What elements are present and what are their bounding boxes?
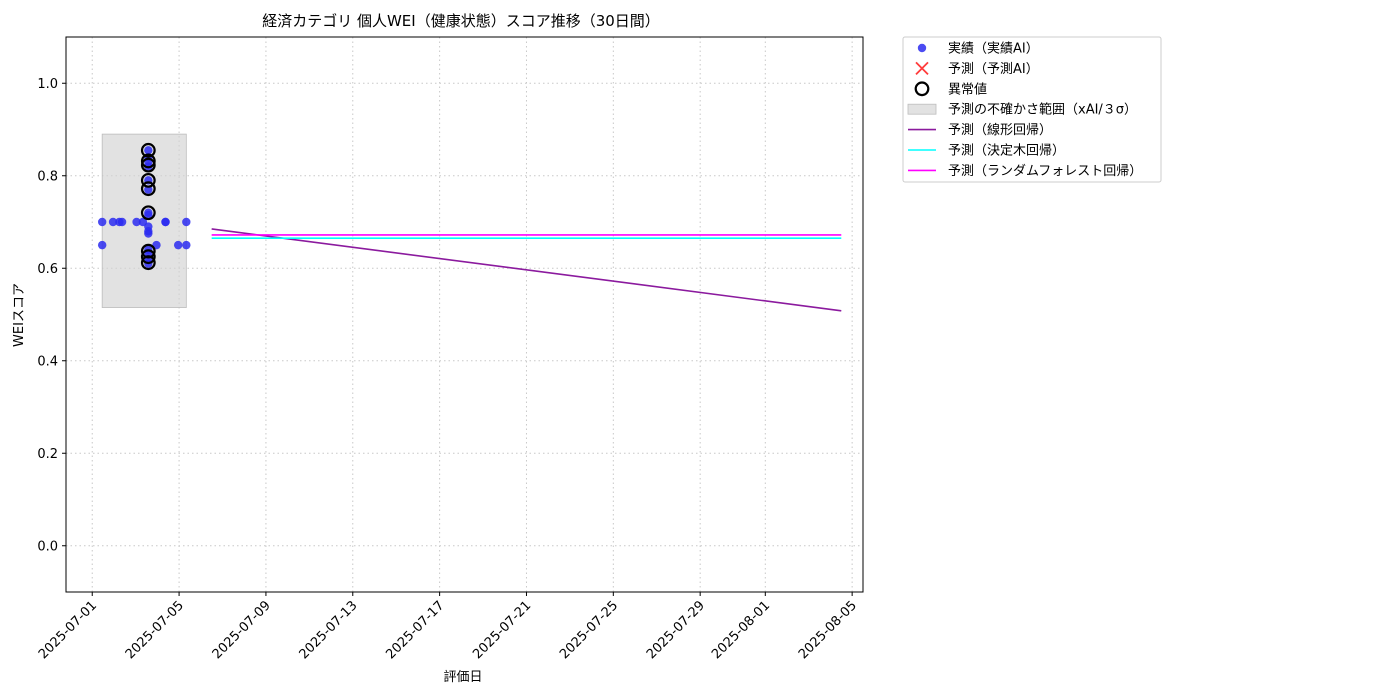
- prediction-lines-layer: [211, 228, 842, 312]
- x-tick-label: 2025-07-09: [210, 598, 274, 662]
- actual-point: [182, 240, 191, 250]
- outlier-marker: [140, 249, 156, 265]
- outlier-marker: [140, 181, 156, 197]
- y-tick-label: 0.6: [37, 262, 58, 277]
- y-tick-label: 1.0: [37, 77, 58, 92]
- y-axis-ticks: 0.0 0.2 0.4 0.6 0.8 1.0: [37, 77, 66, 554]
- chart-title: 経済カテゴリ 個人WEI（健康状態）スコア推移（30日間）: [262, 12, 660, 30]
- y-tick-label: 0.4: [37, 354, 58, 369]
- legend-label: 実績（実績AI）: [948, 41, 1039, 57]
- grid: [66, 37, 863, 592]
- x-tick-label: 2025-07-25: [557, 598, 621, 662]
- outlier-marker: [140, 255, 156, 271]
- outlier-marker: [140, 153, 156, 169]
- legend-swatch-predicted: [915, 61, 929, 76]
- actual-point: [144, 210, 153, 220]
- x-tick-label: 2025-07-29: [644, 598, 708, 662]
- legend-swatch-actual: [917, 43, 927, 53]
- actual-point: [117, 217, 127, 227]
- actual-point: [144, 185, 153, 194]
- actual-point: [97, 240, 107, 250]
- legend-frame: [902, 36, 1162, 183]
- x-axis-label: 評価日: [443, 670, 482, 685]
- actual-point: [97, 217, 107, 227]
- outlier-marker: [140, 172, 156, 188]
- legend-label: 予測の不確かさ範囲（xAI/３σ）: [948, 102, 1137, 118]
- x-tick-label: 2025-08-05: [796, 598, 860, 662]
- x-tick-label: 2025-07-01: [36, 598, 100, 662]
- legend-swatch-band: [907, 103, 937, 115]
- y-axis-label: WEIスコア: [12, 283, 27, 347]
- actual-point: [161, 217, 170, 227]
- actual-point: [182, 217, 191, 227]
- actual-point: [144, 146, 153, 155]
- outlier-marker: [140, 157, 156, 173]
- plot-frame: [65, 36, 864, 593]
- legend-label: 予測（予測AI）: [948, 62, 1039, 77]
- prediction-line: [211, 228, 842, 312]
- x-tick-label: 2025-07-21: [470, 598, 534, 662]
- actual-point: [173, 240, 183, 250]
- outlier-marker: [140, 142, 156, 158]
- y-tick-label: 0.0: [37, 539, 58, 554]
- y-tick-label: 0.2: [37, 447, 58, 462]
- y-tick-label: 0.8: [37, 169, 58, 184]
- x-tick-label: 2025-07-05: [123, 598, 187, 662]
- x-tick-label: 2025-07-13: [297, 598, 361, 662]
- outlier-marker: [140, 205, 156, 221]
- x-axis-ticks: 2025-07-01 2025-07-05 2025-07-09 2025-07-13…: [36, 592, 860, 662]
- x-tick-label: 2025-07-17: [383, 598, 447, 662]
- legend-label: 予測（決定木回帰）: [948, 143, 1065, 159]
- outlier-markers-layer: [140, 142, 156, 271]
- actual-point: [108, 217, 118, 227]
- legend-swatch-outlier: [914, 81, 930, 97]
- legend-label: 予測（線形回帰）: [948, 122, 1052, 138]
- legend-label: 予測（ランダムフォレスト回帰）: [948, 163, 1142, 179]
- actual-point: [144, 229, 153, 238]
- legend-label: 異常値: [948, 81, 987, 97]
- actual-point: [132, 217, 141, 227]
- x-tick-label: 2025-08-01: [709, 598, 773, 662]
